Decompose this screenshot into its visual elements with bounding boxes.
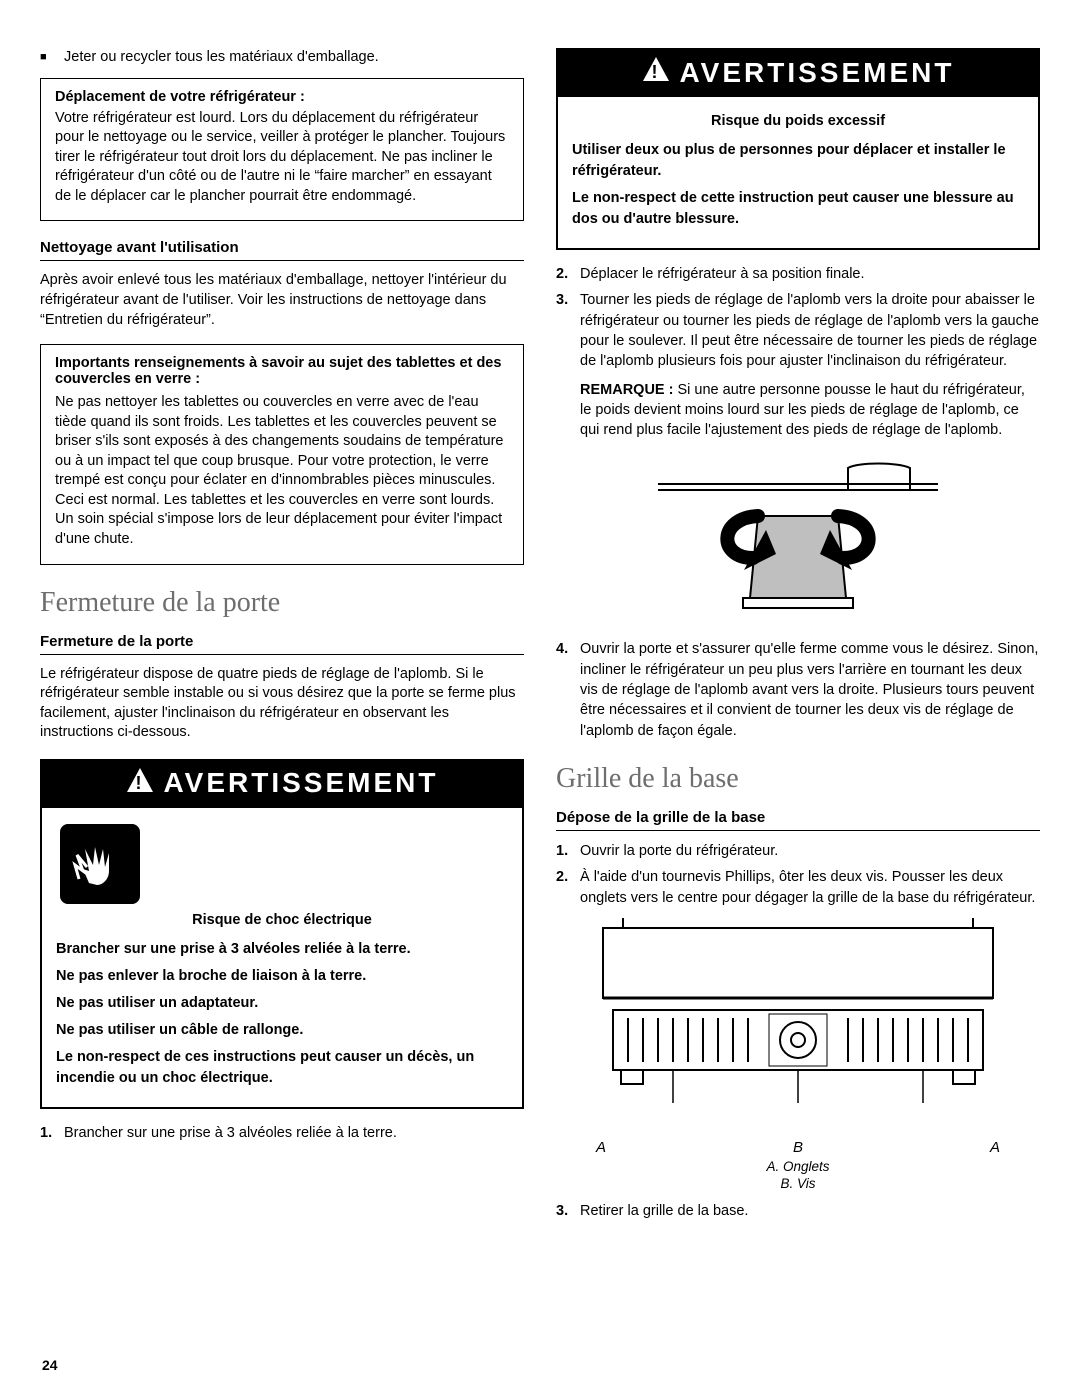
step-number: 4. <box>556 639 580 740</box>
leveling-foot-diagram <box>556 458 1040 623</box>
label-a-right: A <box>990 1139 1000 1156</box>
step-text: Déplacer le réfrigérateur à sa position … <box>580 264 1040 284</box>
warning-line-3: Ne pas utiliser un adaptateur. <box>56 993 508 1014</box>
svg-text:!: ! <box>135 773 144 793</box>
warning-header: ! AVERTISSEMENT <box>558 50 1038 97</box>
step-number: 3. <box>556 1201 580 1221</box>
step-text: Tourner les pieds de réglage de l'aplomb… <box>580 290 1040 440</box>
warning-body: Risque du poids excessif Utiliser deux o… <box>558 97 1038 248</box>
warning-line-2: Ne pas enlever la broche de liaison à la… <box>56 966 508 987</box>
move-refrigerator-box: Déplacement de votre réfrigérateur : Vot… <box>40 78 524 222</box>
cleaning-heading: Nettoyage avant l'utilisation <box>40 239 524 261</box>
step-number: 1. <box>556 841 580 861</box>
warning-line-5: Le non-respect de ces instructions peut … <box>56 1047 508 1089</box>
bullet-text: Jeter ou recycler tous les matériaux d'e… <box>64 48 379 68</box>
right-steps-2: 4. Ouvrir la porte et s'assurer qu'elle … <box>556 639 1040 740</box>
door-paragraph: Le réfrigérateur dispose de quatre pieds… <box>40 665 524 743</box>
cleaning-paragraph: Après avoir enlevé tous les matériaux d'… <box>40 271 524 330</box>
step-text: À l'aide d'un tournevis Phillips, ôter l… <box>580 867 1040 908</box>
warning-triangle-icon: ! <box>126 767 154 800</box>
svg-text:!: ! <box>651 62 660 82</box>
warning-body: Risque de choc électrique Brancher sur u… <box>42 808 522 1107</box>
base-steps-2: 3. Retirer la grille de la base. <box>556 1201 1040 1221</box>
step-text: Ouvrir la porte du réfrigérateur. <box>580 841 1040 861</box>
diagram-labels: A B A <box>556 1133 1040 1156</box>
key-a: A. Onglets <box>556 1158 1040 1176</box>
warning-electrical: ! AVERTISSEMENT Risque de choc électriqu… <box>40 759 524 1109</box>
warning-line-2: Le non-respect de cette instruction peut… <box>572 188 1024 230</box>
step-text: Brancher sur une prise à 3 alvéoles reli… <box>64 1123 524 1143</box>
key-b: B. Vis <box>556 1175 1040 1193</box>
shelf-box-title: Importants renseignements à savoir au su… <box>55 355 509 387</box>
warning-line-1: Utiliser deux ou plus de personnes pour … <box>572 140 1024 182</box>
base-grille-heading: Dépose de la grille de la base <box>556 809 1040 831</box>
warning-risk-title: Risque du poids excessif <box>572 111 1024 132</box>
bullet-recycle: ■ Jeter ou recycler tous les matériaux d… <box>40 48 524 68</box>
left-steps: 1. Brancher sur une prise à 3 alvéoles r… <box>40 1123 524 1143</box>
shelf-box-text: Ne pas nettoyer les tablettes ou couverc… <box>55 393 509 550</box>
door-section-title: Fermeture de la porte <box>40 587 524 619</box>
shock-hand-icon <box>60 824 140 904</box>
label-b: B <box>793 1139 803 1156</box>
move-box-text: Votre réfrigérateur est lourd. Lors du d… <box>55 109 509 207</box>
step3-remark: REMARQUE : Si une autre personne pousse … <box>580 380 1040 441</box>
glass-shelf-box: Importants renseignements à savoir au su… <box>40 344 524 565</box>
step-number: 1. <box>40 1123 64 1143</box>
bullet-square-icon: ■ <box>40 48 52 68</box>
step-text: Retirer la grille de la base. <box>580 1201 1040 1221</box>
remark-label: REMARQUE : <box>580 382 673 398</box>
move-box-title: Déplacement de votre réfrigérateur : <box>55 89 509 105</box>
list-item: 1. Brancher sur une prise à 3 alvéoles r… <box>40 1123 524 1143</box>
page-number: 24 <box>42 1357 58 1373</box>
list-item: 3. Retirer la grille de la base. <box>556 1201 1040 1221</box>
right-steps: 2. Déplacer le réfrigérateur à sa positi… <box>556 264 1040 440</box>
warning-header: ! AVERTISSEMENT <box>42 761 522 808</box>
list-item: 4. Ouvrir la porte et s'assurer qu'elle … <box>556 639 1040 740</box>
warning-weight: ! AVERTISSEMENT Risque du poids excessif… <box>556 48 1040 250</box>
base-steps: 1. Ouvrir la porte du réfrigérateur. 2. … <box>556 841 1040 908</box>
step-number: 2. <box>556 264 580 284</box>
base-grille-section-title: Grille de la base <box>556 763 1040 795</box>
label-a-left: A <box>596 1139 606 1156</box>
warning-risk-title: Risque de choc électrique <box>56 910 508 931</box>
list-item: 2. À l'aide d'un tournevis Phillips, ôte… <box>556 867 1040 908</box>
warning-line-1: Brancher sur une prise à 3 alvéoles reli… <box>56 939 508 960</box>
list-item: 2. Déplacer le réfrigérateur à sa positi… <box>556 264 1040 284</box>
diagram-key: A. Onglets B. Vis <box>556 1158 1040 1193</box>
warning-triangle-icon: ! <box>642 56 670 89</box>
step-text: Ouvrir la porte et s'assurer qu'elle fer… <box>580 639 1040 740</box>
list-item: 3. Tourner les pieds de réglage de l'apl… <box>556 290 1040 440</box>
door-subheading: Fermeture de la porte <box>40 633 524 655</box>
step-number: 2. <box>556 867 580 908</box>
warning-label: AVERTISSEMENT <box>164 767 439 799</box>
list-item: 1. Ouvrir la porte du réfrigérateur. <box>556 841 1040 861</box>
warning-line-4: Ne pas utiliser un câble de rallonge. <box>56 1020 508 1041</box>
step-number: 3. <box>556 290 580 440</box>
step3-main: Tourner les pieds de réglage de l'aplomb… <box>580 292 1039 369</box>
base-grille-diagram <box>556 918 1040 1133</box>
warning-label: AVERTISSEMENT <box>680 57 955 89</box>
